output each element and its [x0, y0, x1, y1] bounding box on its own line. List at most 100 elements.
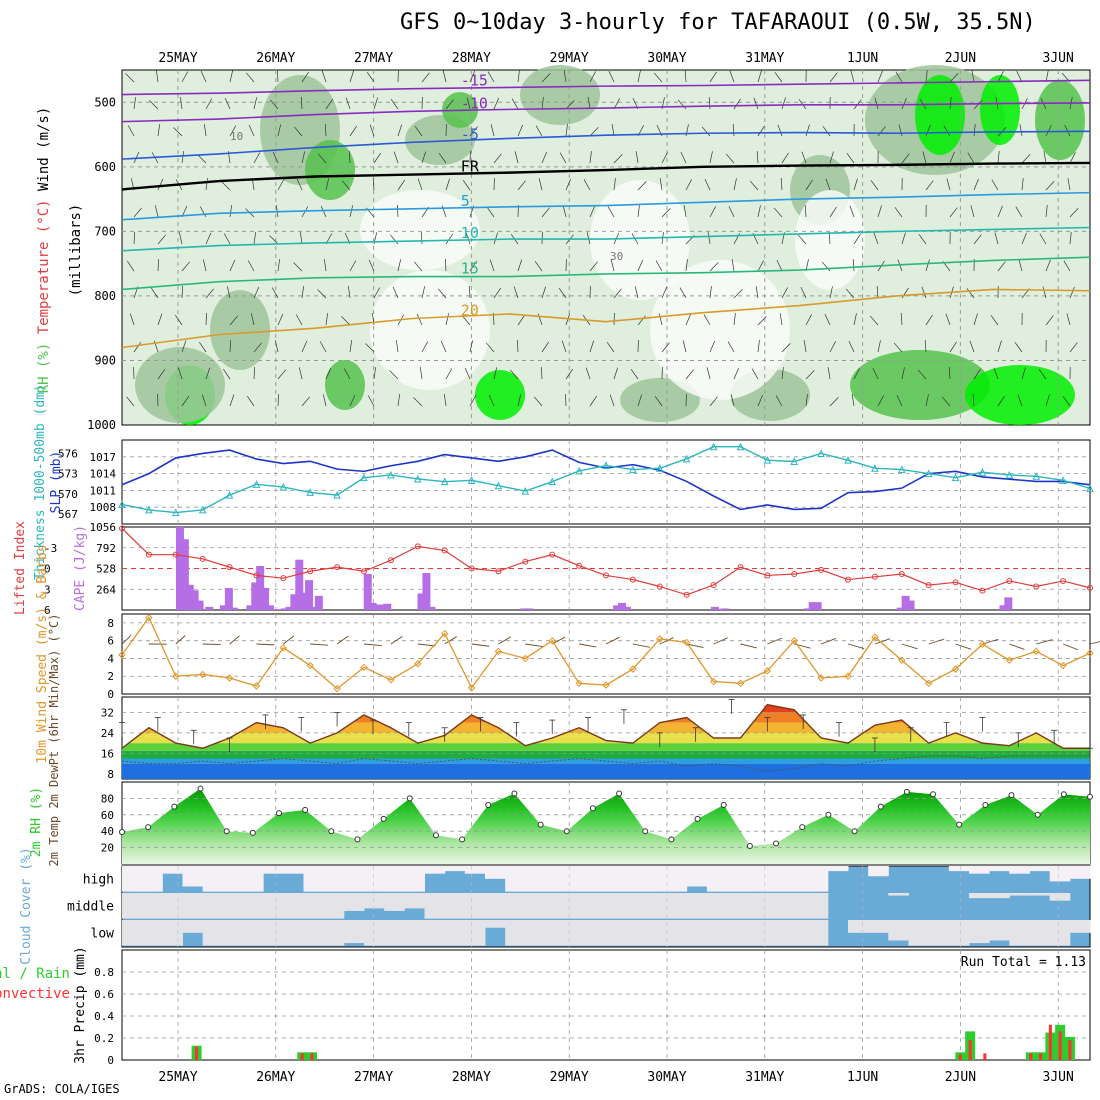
cloud-gap — [868, 920, 889, 933]
wind-barb — [630, 368, 639, 380]
cape-bar — [901, 595, 910, 610]
wind-barb — [925, 180, 934, 191]
cape-bar — [1004, 597, 1013, 610]
rh-contour-blob — [965, 365, 1075, 425]
cape-bar — [383, 603, 392, 610]
wind-speed-point — [494, 647, 503, 656]
cape-bar — [422, 573, 431, 610]
wind-speed-point — [817, 674, 825, 682]
wind-speed-point — [198, 670, 207, 679]
wind-barb — [343, 368, 351, 380]
date-label: 28MAY — [452, 1070, 491, 1085]
wind-barb — [200, 70, 207, 83]
cloud-gap — [626, 866, 647, 892]
cloud-gap — [626, 920, 647, 946]
wind-barb — [349, 205, 354, 218]
cape-bar — [256, 565, 265, 610]
lifted-index-point — [791, 571, 798, 578]
cloud-gap — [404, 920, 425, 946]
wind-barb — [733, 313, 736, 326]
wind-barb — [1021, 153, 1031, 164]
wind-barb — [310, 643, 329, 646]
wind-barb — [925, 124, 931, 137]
wind-barb — [829, 286, 833, 299]
wind-barb — [203, 124, 207, 137]
wind-barb — [535, 125, 543, 137]
wind-barb — [154, 205, 159, 218]
date-label: 27MAY — [354, 1070, 393, 1085]
wind-barb — [541, 366, 543, 380]
lifted-index-point — [253, 572, 260, 579]
wind-barb — [517, 180, 526, 191]
wind-barb — [767, 637, 783, 645]
wind-barb — [347, 286, 351, 299]
cloud-gap — [303, 866, 325, 892]
rh-point — [589, 805, 596, 812]
wind-barb — [829, 206, 837, 218]
y-axis-label-part — [36, 191, 52, 199]
lifted-index-point — [656, 583, 663, 590]
wind-barb — [637, 259, 644, 272]
wind-barb — [757, 70, 762, 83]
wind-barb — [901, 97, 907, 110]
thickness-point — [145, 505, 153, 514]
wind-barb — [780, 178, 783, 191]
cloud-gap — [343, 866, 365, 892]
rh-point — [694, 815, 701, 822]
wind-barb — [684, 70, 687, 83]
wind-barb — [605, 636, 620, 645]
cloud-gap — [747, 893, 768, 919]
wind-barb — [421, 72, 430, 83]
cloud-gap — [343, 893, 365, 911]
cape-bar — [251, 582, 260, 610]
wind-barb — [805, 179, 813, 191]
cloud-gap — [485, 920, 506, 928]
cloud-gap — [706, 893, 728, 919]
wind-barb — [229, 635, 240, 645]
y-tick-label: 900 — [94, 353, 116, 367]
wind-barb — [121, 635, 132, 645]
wind-barb — [366, 71, 375, 83]
y-tick-label: 20 — [101, 842, 114, 855]
wind-barb — [517, 314, 526, 326]
wind-barb — [845, 288, 855, 299]
temp-band — [122, 750, 1090, 759]
wind-barb — [349, 150, 351, 164]
wind-barb — [733, 178, 737, 191]
wind-barb — [1038, 369, 1047, 380]
wind-barb — [1017, 394, 1023, 407]
wind-barb — [901, 367, 905, 380]
wind-barb — [732, 124, 735, 137]
cloud-gap — [323, 920, 345, 946]
thickness-point — [548, 477, 557, 486]
wind-barb — [525, 643, 543, 648]
cloud-gap — [928, 920, 950, 946]
y-tick-label: 0 — [107, 688, 114, 701]
wind-barb — [201, 394, 207, 407]
isotherm-line — [121, 226, 1091, 252]
wind-barb — [175, 635, 186, 645]
thickness-point — [790, 457, 799, 466]
wind-barb — [757, 205, 761, 218]
thickness-point — [709, 442, 718, 451]
cloud-gap — [565, 866, 587, 892]
wind-speed-point — [1005, 656, 1014, 664]
rh-point — [511, 790, 518, 797]
wind-barb — [272, 151, 279, 164]
cloud-gap — [606, 893, 627, 919]
rh-point — [459, 836, 466, 843]
y-axis-label-part: Wind (m/s) — [36, 107, 52, 191]
wind-barb — [325, 123, 327, 137]
lifted-index-point — [898, 571, 905, 578]
cloud-gap — [989, 893, 1010, 899]
rh-point — [249, 829, 256, 836]
wind-barb — [296, 178, 303, 191]
cloud-gap — [787, 920, 809, 946]
wind-barb — [1021, 232, 1027, 245]
wind-barb — [517, 339, 519, 353]
chart-title: GFS 0~10day 3-hourly for TAFARAOUI (0.5W… — [400, 10, 1036, 35]
rh-dry-area — [590, 180, 690, 300]
cloud-gap — [565, 920, 587, 946]
cape-bar — [229, 607, 238, 610]
wind-barb — [250, 313, 255, 326]
